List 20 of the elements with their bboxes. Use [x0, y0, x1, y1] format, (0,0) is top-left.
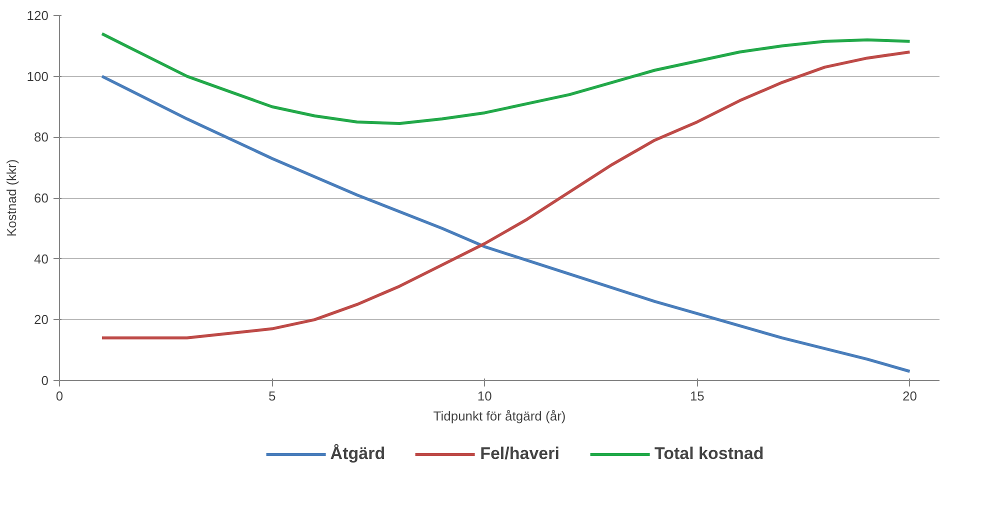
legend-label: Fel/haveri	[480, 444, 560, 464]
y-tick-label: 0	[41, 373, 49, 388]
x-tick-label: 0	[56, 388, 64, 404]
x-tick-label: 5	[268, 388, 276, 404]
x-tick-label: 15	[690, 388, 704, 404]
y-tick-label: 20	[34, 312, 49, 328]
x-axis-title: Tidpunkt för åtgärd (år)	[433, 408, 566, 424]
y-tick-label: 60	[34, 190, 49, 206]
line-series	[100, 32, 912, 125]
y-axis-title: Kostnad (kkr)	[4, 159, 19, 237]
y-tick-label: 80	[34, 130, 49, 145]
y-tick-label: 100	[26, 68, 49, 84]
line-series	[100, 74, 912, 373]
x-tick-label: 10	[477, 388, 492, 404]
legend-label: Total kostnad	[654, 444, 764, 464]
legend-label: Åtgärd	[330, 444, 386, 464]
y-tick-label: 120	[26, 8, 49, 23]
x-tick-label: 20	[902, 388, 917, 404]
y-tick-label: 40	[34, 251, 49, 266]
line-series	[100, 50, 912, 340]
